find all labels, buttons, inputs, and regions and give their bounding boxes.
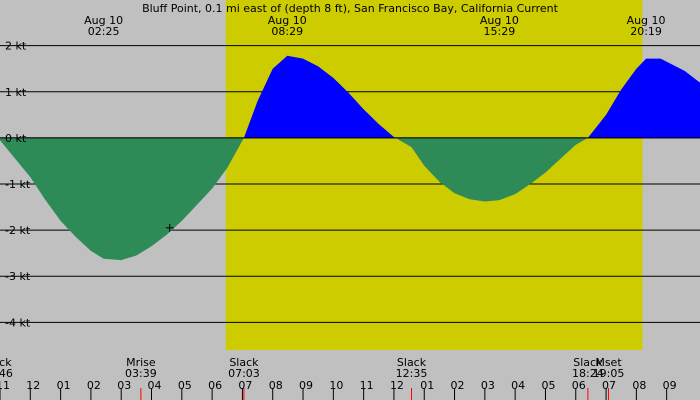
x-tick-label: 09 [299,379,313,392]
extremum-date-label: Aug 10 [627,14,666,27]
event-time-label: 03:39 [125,367,157,380]
current-series [0,55,700,261]
x-tick-label: 04 [511,379,525,392]
x-tick-label: 12 [26,379,40,392]
event-time-label: 12:35 [396,367,428,380]
flood-area [243,55,396,138]
event-name-label: Mset [595,356,622,369]
flood-area [587,58,700,138]
x-tick-label: 05 [541,379,555,392]
x-tick-label: 12 [390,379,404,392]
event-name-label: Slack [229,356,259,369]
y-tick-label: -1 kt [5,178,31,191]
x-tick-label: 03 [117,379,131,392]
x-tick-label: 09 [663,379,677,392]
extremum-time-label: 02:25 [88,25,120,38]
x-tick-label: 01 [57,379,71,392]
event-time-label: 23:46 [0,367,13,380]
y-tick-label: -3 kt [5,270,31,283]
extremum-time-label: 08:29 [271,25,303,38]
x-axis: 11 12 01 02 03 04 05 06 07 08 09 10 11 12 01 02 03 04 05 06… [0,379,677,400]
x-tick-label: 08 [269,379,283,392]
x-tick-label: 02 [87,379,101,392]
event-name-label: Slack [0,356,12,369]
y-tick-label: -2 kt [5,224,31,237]
event-time-label: 18:24 [572,367,604,380]
extremum-date-label: Aug 10 [84,14,123,27]
x-tick-label: 07 [238,379,252,392]
ebb-area [0,137,244,261]
event-name-label: Mrise [126,356,156,369]
extremum-time-label: 20:19 [630,25,662,38]
x-tick-label: 11 [0,379,10,392]
extremum-date-label: Aug 10 [268,14,307,27]
x-tick-label: 07 [602,379,616,392]
x-tick-label: 08 [632,379,646,392]
event-time-label: 07:03 [228,367,260,380]
ebb-area [395,137,588,202]
current-time-marker [165,223,174,232]
extremum-date-label: Aug 10 [480,14,519,27]
x-tick-label: 04 [148,379,162,392]
x-tick-label: 06 [208,379,222,392]
x-tick-label: 06 [572,379,586,392]
y-tick-label: 2 kt [5,40,27,53]
x-tick-label: 03 [481,379,495,392]
y-tick-label: 0 kt [5,132,27,145]
x-tick-label: 05 [178,379,192,392]
x-tick-label: 01 [420,379,434,392]
y-axis: 2 kt 1 kt 0 kt -1 kt -2 kt -3 kt -4 kt [5,40,31,330]
chart-title: Bluff Point, 0.1 mi east of (depth 8 ft)… [142,2,559,15]
event-time-label: 19:05 [593,367,625,380]
y-tick-label: -4 kt [5,316,31,329]
y-tick-label: 1 kt [5,86,27,99]
extremum-time-label: 15:29 [484,25,516,38]
event-name-label: Slack [397,356,427,369]
x-tick-label: 11 [360,379,374,392]
event-labels: Slack23:46Mrise03:39Slack07:03Slack12:35… [0,356,624,400]
x-tick-label: 02 [451,379,465,392]
event-name-label: Slack [573,356,603,369]
x-tick-label: 10 [329,379,343,392]
